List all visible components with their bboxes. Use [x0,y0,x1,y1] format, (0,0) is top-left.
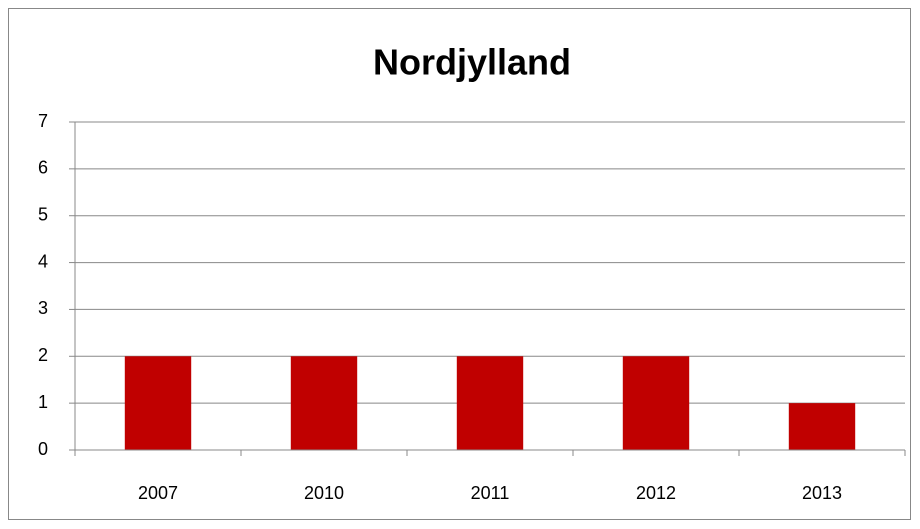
x-tick-label: 2007 [138,483,178,503]
x-tick-label: 2010 [304,483,344,503]
y-tick-label: 4 [38,251,48,271]
y-tick-label: 0 [38,439,48,459]
chart-title: Nordjylland [373,42,571,83]
x-tick-label: 2012 [636,483,676,503]
x-tick-label: 2013 [802,483,842,503]
bar [622,356,690,450]
bar [788,403,856,450]
y-tick-label: 2 [38,345,48,365]
y-tick-label: 6 [38,158,48,178]
y-tick-label: 1 [38,392,48,412]
y-tick-label: 3 [38,298,48,318]
bar [124,356,192,450]
y-tick-label: 5 [38,204,48,224]
y-tick-label: 7 [38,111,48,131]
x-tick-label: 2011 [471,483,510,503]
bar [456,356,524,450]
bar [290,356,358,450]
